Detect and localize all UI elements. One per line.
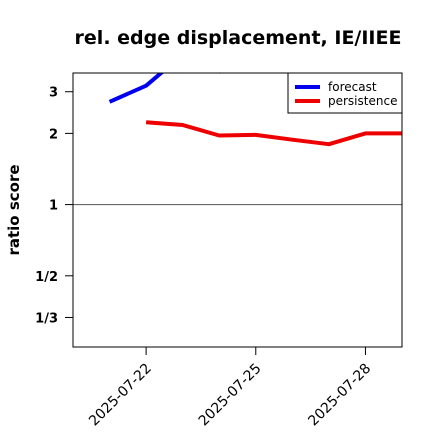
x-tick-label: 2025-07-25 <box>196 361 265 430</box>
series-line-persistence <box>145 120 402 147</box>
y-tick-label: 1/3 <box>35 311 58 326</box>
series-line-forecast <box>108 73 231 104</box>
y-tick-label: 1/2 <box>35 270 58 285</box>
y-tick-label: 3 <box>49 86 58 101</box>
x-tick-label: 2025-07-22 <box>86 361 155 430</box>
y-axis-label: ratio score <box>5 164 23 255</box>
series-layer <box>108 73 402 147</box>
legend-label-forecast: forecast <box>328 80 377 94</box>
legend: forecast persistence <box>287 72 403 114</box>
y-tick-label: 2 <box>49 127 58 142</box>
x-axis: 2025-07-22 2025-07-25 2025-07-28 <box>86 347 374 429</box>
x-tick-label: 2025-07-28 <box>305 361 374 430</box>
plot-area <box>72 72 403 348</box>
y-tick-label: 1 <box>49 199 58 214</box>
legend-box <box>287 72 403 114</box>
y-axis: 1/3 1/2 1 2 3 <box>35 86 73 326</box>
legend-label-persistence: persistence <box>328 94 397 108</box>
chart-title: rel. edge displacement, IE/IIEE <box>75 27 402 49</box>
